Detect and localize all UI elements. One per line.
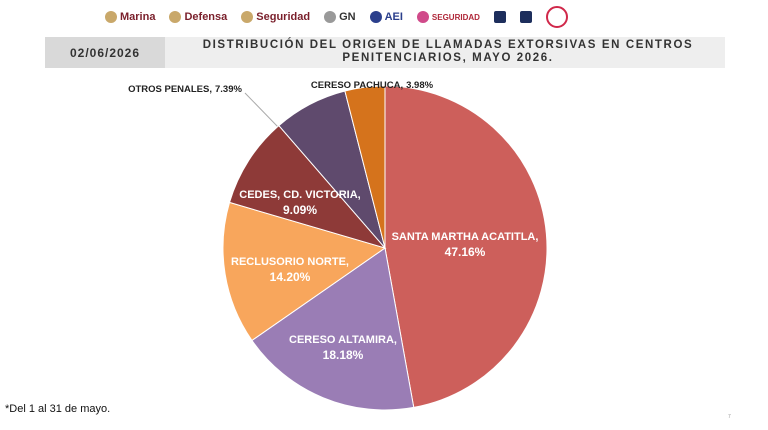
page-number: 7 <box>728 414 731 420</box>
footnote: *Del 1 al 31 de mayo. <box>5 403 111 415</box>
pie-slice <box>384 85 548 409</box>
logo: Seguridad <box>241 11 310 23</box>
value-label: 18.18% <box>323 348 364 362</box>
value-label: 9.09% <box>283 203 317 217</box>
pie-slice <box>222 201 387 342</box>
slice-label: RECLUSORIO NORTE, <box>231 256 349 268</box>
pie-slice <box>228 124 387 249</box>
logo <box>519 11 532 23</box>
slice-label: CERESO ALTAMIRA, <box>289 334 397 346</box>
logo-text: Defensa <box>184 11 228 23</box>
value-label: 3.98% <box>406 80 433 91</box>
value-label: 47.16% <box>445 245 486 259</box>
value-label: 7.39% <box>215 84 242 95</box>
logo-bar: Marina Defensa Seguridad GN AEI SEGURIDA… <box>105 6 568 28</box>
logo-text: Seguridad <box>256 11 311 23</box>
logo-text: AEI <box>384 11 403 23</box>
logo-text: Marina <box>120 11 156 23</box>
slice-label: SANTA MARTHA ACATITLA, <box>392 231 539 243</box>
value-label: 14.20% <box>270 270 311 284</box>
slice-label: OTROS PENALES, 7.39% <box>128 84 242 95</box>
date: 02/06/2026 <box>45 37 165 68</box>
category-text: CERESO PACHUCA, <box>311 80 403 91</box>
chart-title: DISTRIBUCIÓN DEL ORIGEN DE LLAMADAS EXTO… <box>202 39 694 64</box>
logo <box>545 6 568 28</box>
logo: SEGURIDAD <box>416 11 480 23</box>
logo: AEI <box>369 11 403 23</box>
logo: Defensa <box>169 11 227 23</box>
slice-label: CEDES, CD. VICTORIA, <box>239 189 360 201</box>
logo <box>493 11 506 23</box>
category-text: OTROS PENALES, <box>128 84 212 95</box>
logo: GN <box>324 11 356 23</box>
logo-text: SEGURIDAD <box>431 12 480 22</box>
logo: Marina <box>105 11 155 23</box>
slice-label: CERESO PACHUCA, 3.98% <box>311 80 434 91</box>
pie-slice <box>344 85 386 249</box>
pie-slice <box>251 247 415 411</box>
logo-text: GN <box>339 11 356 23</box>
